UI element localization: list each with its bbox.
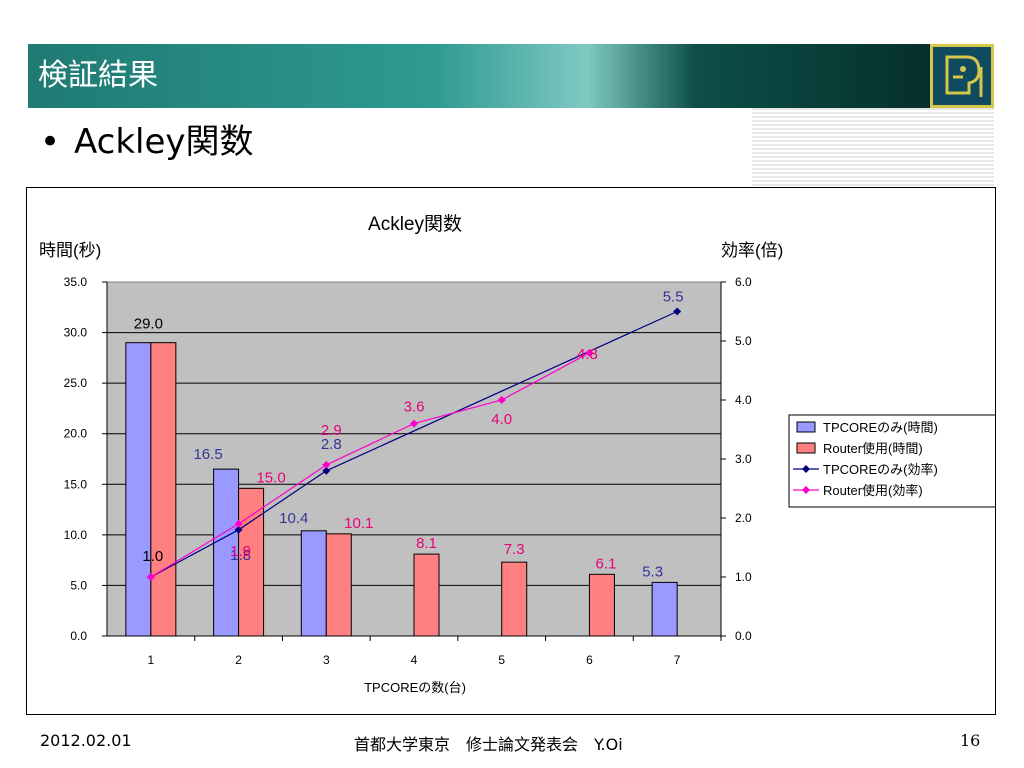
- bar: [300, 530, 327, 637]
- y-tick-label: 20.0: [64, 427, 88, 441]
- decorative-stripes: [752, 108, 994, 186]
- legend-marker: [802, 465, 810, 473]
- x-tick-label: 4: [411, 653, 418, 667]
- legend-entry-label: TPCOREのみ(時間): [823, 420, 938, 435]
- chart-frame: 0.0 5.0 10.0 15.0 20.0 25.0 30.0 35.0 0.0 1.0 2.0 3…: [26, 187, 996, 715]
- footer-date: 2012.02.01: [40, 731, 132, 750]
- series-line: [150, 352, 590, 578]
- bar-data-label: 7.3: [504, 541, 525, 558]
- bar-data-label: 5.3: [642, 563, 663, 580]
- legend-box: [788, 414, 995, 508]
- line-point-marker: [410, 419, 418, 428]
- y-tick-label: 15.0: [64, 477, 88, 491]
- bar: [413, 553, 440, 637]
- series-line: [150, 310, 678, 578]
- line-point-marker: [585, 348, 594, 357]
- legend-entry-label: Router使用(効率): [823, 483, 923, 498]
- line-data-label: 1.8: [230, 547, 251, 564]
- y2-tick-label: 2.0: [735, 511, 752, 525]
- page-number: 16: [960, 731, 981, 750]
- y2-tick-label: 1.0: [735, 570, 752, 584]
- y-tick-label: 10.0: [64, 528, 88, 542]
- y2-axis-title: 効率(倍): [721, 241, 783, 260]
- legend-marker: [802, 486, 810, 494]
- bar: [588, 573, 615, 637]
- bar: [651, 581, 678, 637]
- bar-data-label: 29.0: [134, 316, 163, 333]
- x-tick-label: 2: [235, 653, 242, 667]
- bar: [325, 533, 352, 637]
- y2-tick-label: 5.0: [735, 334, 752, 348]
- chart-title: Ackley関数: [368, 213, 462, 235]
- y-tick-label: 0.0: [70, 629, 87, 643]
- y-tick-label: 25.0: [64, 376, 88, 390]
- x-tick-label: 1: [148, 653, 155, 667]
- line-point-marker: [146, 573, 155, 581]
- lab-logo-icon: [930, 44, 994, 108]
- legend-entry-label: TPCOREのみ(効率): [823, 462, 938, 477]
- line-point-marker: [497, 396, 506, 404]
- y-tick-label: 35.0: [64, 275, 88, 289]
- line-point-marker: [234, 525, 243, 534]
- line-data-label: 1.9: [230, 543, 251, 560]
- bar: [125, 342, 152, 637]
- bullet-item: • Ackley関数: [40, 120, 254, 164]
- line-point-marker: [234, 519, 243, 528]
- y-tick-label: 30.0: [64, 326, 88, 340]
- line-data-label: 2.9: [321, 422, 342, 439]
- line-data-label: 5.5: [663, 289, 684, 306]
- y2-tick-label: 0.0: [735, 629, 752, 643]
- slide-title: 検証結果: [38, 58, 158, 93]
- line-data-label: 4.0: [491, 411, 512, 428]
- legend-swatch: [796, 421, 816, 433]
- y-tick-label: 5.0: [70, 578, 87, 592]
- y-axis-title: 時間(秒): [39, 241, 101, 260]
- bullet-marker: •: [40, 122, 61, 162]
- bullet-text: Ackley関数: [74, 122, 254, 162]
- x-tick-label: 5: [498, 653, 505, 667]
- line-point-marker: [673, 307, 682, 316]
- legend-entry-label: Router使用(時間): [823, 441, 923, 456]
- bar-data-label: 10.1: [344, 515, 373, 532]
- y2-tick-label: 6.0: [735, 275, 752, 289]
- x-tick-label: 6: [586, 653, 593, 667]
- bar-data-label: 16.5: [193, 446, 222, 463]
- x-tick-label: 7: [674, 653, 681, 667]
- bar-data-label: 10.4: [279, 510, 308, 527]
- line-data-label: 4.8: [577, 346, 598, 363]
- legend-swatch: [796, 442, 816, 454]
- bar-data-label: 6.1: [595, 555, 616, 572]
- y2-tick-label: 3.0: [735, 452, 752, 466]
- footer-presentation: 首都大学東京 修士論文発表会 Y.Oi: [354, 735, 623, 754]
- y2-tick-label: 4.0: [735, 393, 752, 407]
- line-data-label: 1.0: [142, 548, 163, 565]
- line-data-label: 3.6: [404, 399, 425, 416]
- x-axis-title: TPCOREの数(台): [364, 680, 466, 695]
- bar: [501, 561, 528, 637]
- line-point-marker: [322, 466, 331, 475]
- bar-data-label: 8.1: [416, 535, 437, 552]
- line-point-marker: [322, 460, 331, 469]
- line-data-label: 2.8: [321, 436, 342, 453]
- title-bar: [28, 44, 930, 108]
- bar: [238, 487, 265, 637]
- bar-data-label: 15.0: [256, 469, 285, 486]
- ackley-chart: 0.05.010.015.020.025.030.035.00.01.02.03…: [39, 213, 995, 695]
- x-tick-label: 3: [323, 653, 330, 667]
- bar: [150, 342, 177, 637]
